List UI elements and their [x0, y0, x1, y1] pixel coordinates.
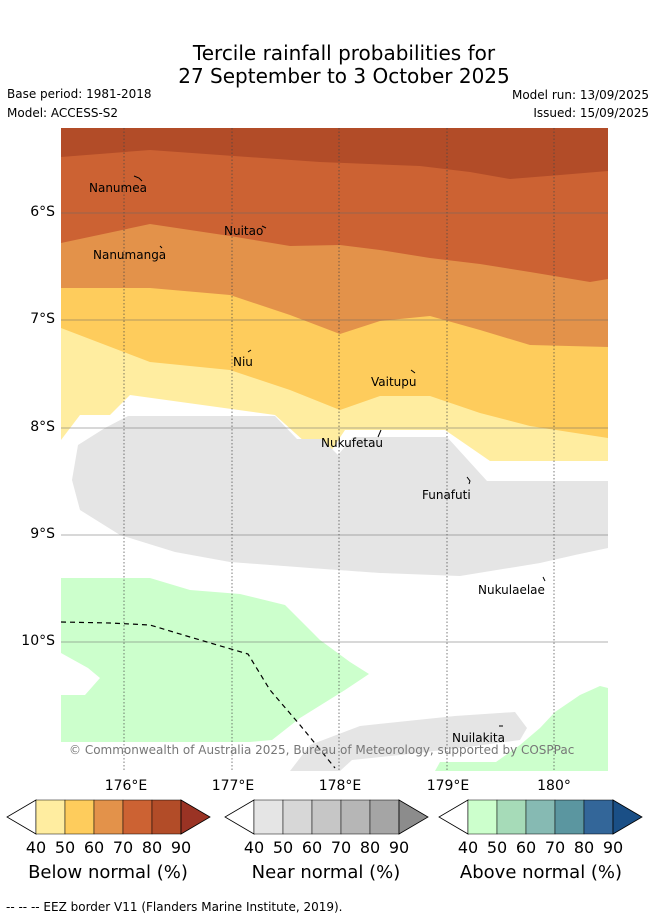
lon-tick-label: 176°E — [104, 778, 148, 794]
colorbar-near-tick: 50 — [272, 838, 294, 857]
place-label-nukufetau: Nukufetau — [321, 436, 383, 450]
colorbar-near-tick: 40 — [243, 838, 265, 857]
colorbar-near-segment — [369, 799, 400, 835]
lon-tick-label: 177°E — [211, 778, 255, 794]
colorbar-above-segment — [554, 799, 585, 835]
colorbar-below-tick: 50 — [54, 838, 76, 857]
colorbar-above-normal — [438, 799, 643, 835]
colorbar-near-tick: 80 — [359, 838, 381, 857]
lat-tick-label: 9°S — [30, 526, 55, 542]
place-label-nuilakita: Nuilakita — [452, 731, 505, 745]
issued-date: Issued: 15/09/2025 — [533, 106, 649, 120]
colorbar-below-tick: 70 — [112, 838, 134, 857]
model-name: Model: ACCESS-S2 — [7, 106, 119, 120]
colorbar-above-tick: 60 — [515, 838, 537, 857]
lat-tick-label: 8°S — [30, 419, 55, 435]
colorbar-below-tick: 90 — [170, 838, 192, 857]
eez-border-legend: -- -- -- EEZ border V11 (Flanders Marine… — [6, 900, 343, 914]
above-normal-40-area — [61, 578, 369, 742]
below-normal-80-band — [61, 128, 608, 179]
colorbar-above-tick: 70 — [544, 838, 566, 857]
colorbar-above-segment — [467, 799, 498, 835]
base-period: Base period: 1981-2018 — [7, 87, 152, 101]
colorbar-near-segment — [311, 799, 342, 835]
colorbar-near-segment — [340, 799, 371, 835]
graticule — [123, 128, 555, 771]
colorbar-above-low-extension — [438, 799, 469, 835]
place-label-nuitao: Nuitao — [224, 224, 263, 238]
lon-tick-label: 179°E — [426, 778, 470, 794]
colorbar-above-segment — [583, 799, 614, 835]
model-run-date: Model run: 13/09/2025 — [511, 88, 649, 102]
colorbar-near-segment — [253, 799, 284, 835]
place-label-nukulaelae: Nukulaelae — [478, 583, 545, 597]
colorbar-near-segment — [282, 799, 313, 835]
colorbar-above-tick: 90 — [602, 838, 624, 857]
colorbar-below-segment — [35, 799, 66, 835]
map-title-line-2: 27 September to 3 October 2025 — [178, 64, 510, 88]
colorbar-near-normal — [224, 799, 429, 835]
place-label-vaitupu: Vaitupu — [371, 375, 417, 389]
colorbar-below-segment — [151, 799, 182, 835]
colorbar-above-high-extension — [612, 799, 643, 835]
place-label-funafuti: Funafuti — [422, 488, 471, 502]
colorbar-below-segment — [122, 799, 153, 835]
colorbar-above-segment — [496, 799, 527, 835]
colorbar-above-tick: 80 — [573, 838, 595, 857]
probability-map: Nanumea Nuitao Nanumanga Niu Vaitupu Nuk… — [61, 128, 608, 771]
colorbar-near-low-extension — [224, 799, 255, 835]
island-marks — [133, 175, 546, 727]
lon-tick-label: 178°E — [318, 778, 362, 794]
place-label-niu: Niu — [233, 355, 253, 369]
colorbar-near-tick: 90 — [388, 838, 410, 857]
colorbar-below-label: Below normal (%) — [28, 862, 188, 883]
map-title-line-1: Tercile rainfall probabilities for — [192, 41, 496, 65]
lat-tick-label: 7°S — [30, 311, 55, 327]
colorbar-below-low-extension — [6, 799, 37, 835]
colorbar-near-label: Near normal (%) — [251, 862, 401, 883]
colorbar-below-segment — [64, 799, 95, 835]
colorbar-below-high-extension — [180, 799, 211, 835]
near-normal-40-area — [72, 416, 608, 576]
colorbar-above-tick: 40 — [457, 838, 479, 857]
eez-border-line — [61, 621, 336, 769]
place-label-nanumea: Nanumea — [89, 181, 147, 195]
copyright-notice: © Commonwealth of Australia 2025, Bureau… — [69, 743, 574, 757]
colorbar-near-tick: 60 — [301, 838, 323, 857]
lat-tick-label: 6°S — [30, 204, 55, 220]
colorbar-above-tick: 50 — [486, 838, 508, 857]
colorbar-below-tick: 80 — [141, 838, 163, 857]
colorbar-above-segment — [525, 799, 556, 835]
place-label-nanumanga: Nanumanga — [93, 248, 166, 262]
colorbar-above-label: Above normal (%) — [459, 862, 623, 883]
colorbar-below-segment — [93, 799, 124, 835]
colorbar-near-high-extension — [398, 799, 429, 835]
colorbar-below-tick: 60 — [83, 838, 105, 857]
above-normal-40-area-southeast — [435, 686, 608, 771]
near-normal-40-area-south — [290, 712, 527, 771]
colorbar-below-tick: 40 — [25, 838, 47, 857]
colorbar-near-tick: 70 — [330, 838, 352, 857]
lon-tick-label: 180° — [537, 778, 571, 794]
graticule-latitudes — [61, 212, 608, 643]
colorbar-below-normal — [6, 799, 211, 835]
lat-tick-label: 10°S — [21, 633, 55, 649]
